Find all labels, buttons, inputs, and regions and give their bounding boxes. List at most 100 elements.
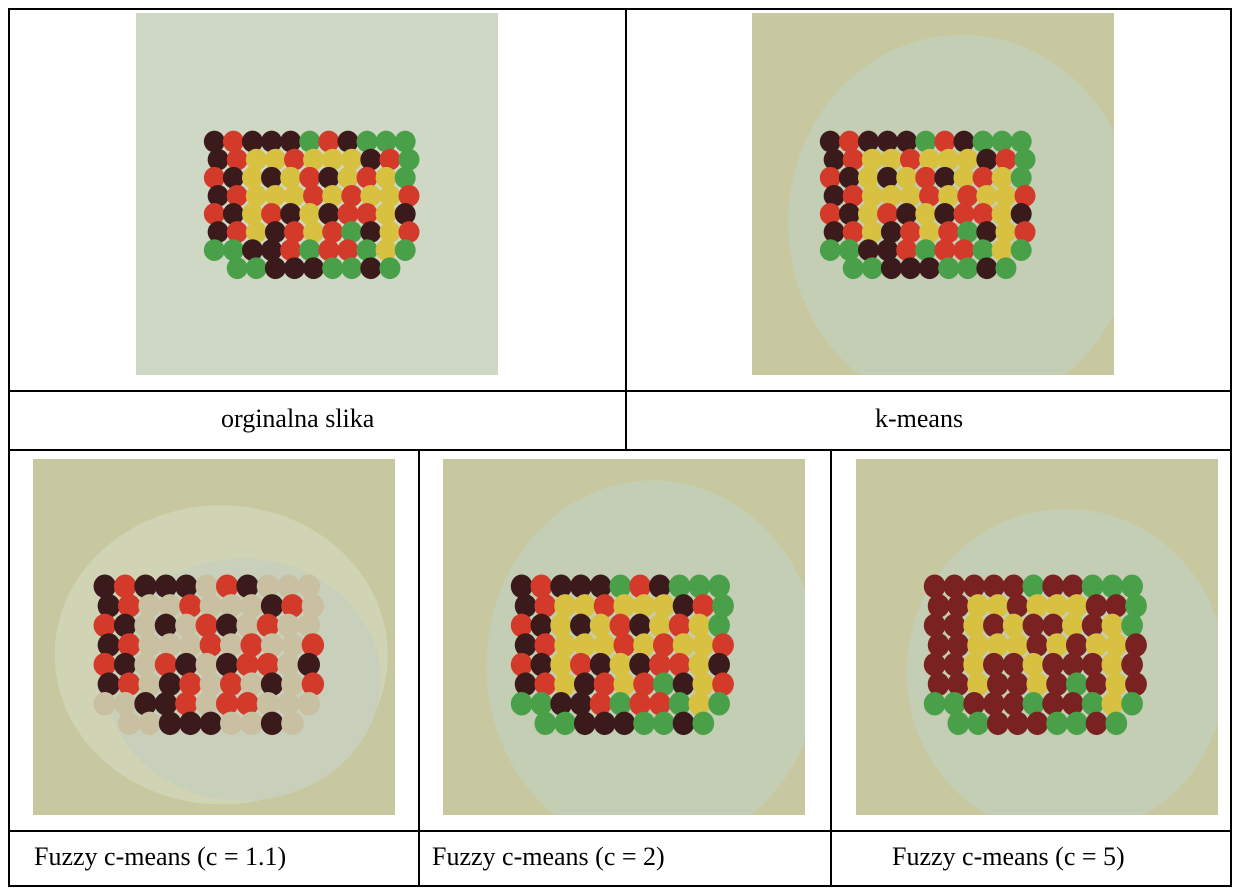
bean <box>938 221 960 243</box>
bean <box>113 574 137 599</box>
bean <box>554 711 576 736</box>
bean <box>260 711 284 736</box>
bean <box>649 692 671 716</box>
bean <box>629 692 651 716</box>
bean <box>957 148 979 171</box>
col-divider-bottom-2 <box>830 449 832 885</box>
bean <box>923 613 946 638</box>
bean <box>629 652 651 677</box>
bean <box>589 574 612 599</box>
bean <box>341 257 363 280</box>
bean <box>256 692 280 716</box>
bean <box>379 184 401 207</box>
bean <box>341 148 363 171</box>
bean <box>297 652 320 677</box>
bean <box>1101 613 1124 638</box>
bean <box>179 672 202 696</box>
bean <box>957 257 979 280</box>
bean <box>175 652 198 677</box>
bean <box>236 652 259 677</box>
bean <box>283 148 305 171</box>
bean <box>919 221 941 243</box>
bean <box>589 692 612 716</box>
bean <box>1002 574 1025 599</box>
bean <box>280 130 302 153</box>
bean <box>819 203 841 225</box>
bean <box>195 692 218 716</box>
bean <box>530 692 553 716</box>
bean <box>1046 672 1068 696</box>
bean <box>199 711 223 736</box>
bean <box>593 633 616 657</box>
bean <box>672 633 695 657</box>
bean <box>179 594 202 618</box>
bean <box>554 672 576 696</box>
bean <box>1121 574 1143 599</box>
bean <box>154 613 178 638</box>
bean <box>93 692 116 716</box>
bean <box>613 633 636 657</box>
bean <box>934 239 956 261</box>
bean <box>861 148 883 171</box>
bean <box>226 257 248 280</box>
bean <box>842 184 864 207</box>
bean <box>301 633 325 657</box>
bean <box>154 574 178 599</box>
bean <box>938 184 960 207</box>
bean <box>158 711 182 736</box>
bean <box>337 166 359 189</box>
bean <box>379 221 401 243</box>
bean <box>896 130 918 153</box>
bean <box>938 148 960 171</box>
bean <box>550 692 573 716</box>
bean <box>1042 692 1064 716</box>
bean <box>199 594 223 618</box>
bean <box>281 672 304 696</box>
bean <box>947 711 970 736</box>
bean <box>995 148 1017 171</box>
bean <box>819 239 841 261</box>
bean <box>281 594 304 618</box>
bean <box>842 257 864 280</box>
bean <box>1026 594 1049 618</box>
bean <box>899 184 921 207</box>
bean <box>322 148 344 171</box>
bean <box>972 239 994 261</box>
bean <box>222 203 244 225</box>
bean <box>534 633 557 657</box>
bean <box>613 711 636 736</box>
bean <box>1105 633 1128 657</box>
bean <box>995 184 1017 207</box>
bean <box>261 130 283 153</box>
bean <box>138 594 161 618</box>
bean <box>394 166 416 189</box>
bean <box>589 652 612 677</box>
bean <box>934 203 956 225</box>
bean <box>280 166 302 189</box>
bean <box>923 574 946 599</box>
bean <box>297 574 320 599</box>
bean <box>692 594 715 618</box>
bean <box>1065 672 1088 696</box>
bean <box>692 633 715 657</box>
figure-table <box>8 8 1232 887</box>
bean <box>633 633 655 657</box>
bean <box>134 692 157 716</box>
bean <box>712 633 734 657</box>
bean <box>158 633 182 657</box>
bean <box>668 613 691 638</box>
bean <box>1101 574 1124 599</box>
bean <box>573 672 596 696</box>
bean <box>708 574 730 599</box>
bean <box>861 257 883 280</box>
bean <box>360 148 382 171</box>
bean <box>199 672 223 696</box>
bean <box>995 257 1017 280</box>
bean <box>1042 574 1064 599</box>
bean <box>589 613 612 638</box>
bean <box>688 692 711 716</box>
bean <box>534 711 557 736</box>
bean <box>1105 594 1128 618</box>
bean <box>983 652 1005 677</box>
bean <box>972 203 994 225</box>
